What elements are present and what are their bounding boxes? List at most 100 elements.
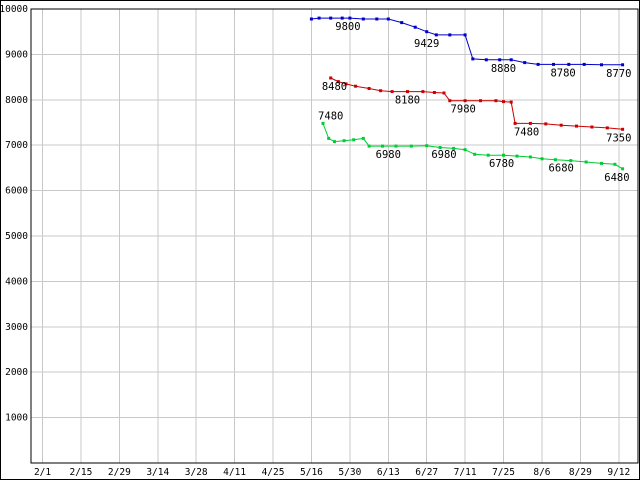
price-line-middle-marker <box>448 99 452 103</box>
price-line-bottom-marker <box>394 144 398 148</box>
x-axis-tick-label: 8/29 <box>569 467 592 478</box>
x-axis-tick-label: 3/28 <box>185 467 208 478</box>
price-line-middle-marker <box>621 127 625 131</box>
price-line-bottom-marker <box>438 146 442 149</box>
price-line-bottom-value-label: 6680 <box>549 163 574 175</box>
y-axis-tick-label: 6000 <box>5 186 28 197</box>
x-axis-tick-label: 4/25 <box>262 467 285 478</box>
x-axis-tick-label: 9/12 <box>607 467 630 478</box>
price-line-top-marker <box>340 16 344 20</box>
x-axis-tick-label: 5/16 <box>300 467 323 478</box>
price-line-bottom-marker <box>327 136 331 140</box>
x-axis-tick-label: 2/29 <box>108 467 131 478</box>
price-line-bottom-marker <box>352 138 356 142</box>
price-line-top-marker <box>309 17 313 21</box>
price-line-top-marker <box>509 58 513 62</box>
price-line-bottom <box>322 123 623 170</box>
price-line-middle-marker <box>494 99 498 103</box>
x-axis-tick-label: 6/27 <box>415 467 438 478</box>
price-line-top-marker <box>471 57 475 61</box>
y-axis-tick-label: 1000 <box>5 413 28 424</box>
price-line-bottom-marker <box>502 153 505 157</box>
y-axis-tick-label: 9000 <box>5 49 28 60</box>
price-line-bottom-marker <box>381 144 384 148</box>
x-axis-tick-label: 4/11 <box>223 467 246 478</box>
price-line-middle-marker <box>354 84 358 88</box>
price-line-top-marker <box>425 30 429 34</box>
price-line-middle-marker <box>463 99 467 103</box>
price-line-bottom-marker <box>600 161 603 165</box>
price-line-top-marker <box>523 61 527 65</box>
price-line-top-marker <box>329 16 333 20</box>
price-line-top-marker <box>448 33 452 37</box>
price-line-bottom-marker <box>569 159 573 163</box>
price-line-middle-marker <box>605 126 609 130</box>
price-line-middle-marker <box>442 91 446 95</box>
price-line-top-value-label: 8780 <box>550 67 575 79</box>
price-line-bottom-marker <box>613 162 617 166</box>
price-line-middle-marker <box>590 125 594 129</box>
price-line-middle-marker <box>479 99 482 103</box>
price-line-top-marker <box>361 17 365 21</box>
price-line-middle-marker <box>544 122 548 126</box>
price-line-bottom-marker <box>342 139 346 143</box>
price-line-bottom-value-label: 6980 <box>376 149 401 161</box>
price-line-bottom-marker <box>333 140 336 144</box>
price-line-bottom-marker <box>528 155 532 159</box>
price-line-bottom-marker <box>621 167 625 171</box>
price-line-bottom-marker <box>321 121 325 125</box>
price-line-bottom-marker <box>409 144 413 148</box>
price-line-bottom-marker <box>515 154 519 158</box>
price-line-middle-marker <box>421 90 425 94</box>
price-line-middle-marker <box>329 76 333 80</box>
x-axis-tick-label: 8/6 <box>533 467 550 478</box>
price-line-middle-marker <box>432 91 436 94</box>
y-axis-tick-label: 10000 <box>1 4 28 15</box>
price-line-middle-marker <box>390 90 394 94</box>
x-axis-tick-label: 7/25 <box>492 467 515 478</box>
price-line-top-marker <box>375 17 379 21</box>
price-line-top-value-label: 8880 <box>491 63 516 75</box>
x-axis-tick-label: 3/14 <box>146 467 169 478</box>
y-axis-tick-label: 2000 <box>5 367 28 378</box>
y-axis-tick-label: 7000 <box>5 140 28 151</box>
price-line-middle-value-label: 8480 <box>322 81 347 93</box>
price-line-bottom-marker <box>584 160 588 164</box>
price-line-middle-marker <box>379 89 383 93</box>
price-line-bottom-value-label: 6480 <box>604 172 629 184</box>
x-axis-tick-label: 2/15 <box>69 467 92 478</box>
price-line-top-marker <box>434 33 438 37</box>
price-line-middle-value-label: 7980 <box>451 104 476 116</box>
price-line-bottom-marker <box>486 153 490 157</box>
price-line-middle <box>330 77 623 130</box>
price-line-bottom-marker <box>553 158 557 162</box>
price-line-middle-value-label: 7480 <box>514 126 539 138</box>
price-line-bottom-marker <box>463 148 467 152</box>
price-line-top-marker <box>621 63 625 67</box>
price-line-top-marker <box>552 62 555 66</box>
price-line-bottom-marker <box>452 146 456 150</box>
price-line-middle-marker <box>502 100 505 104</box>
price-line-bottom-value-label: 7480 <box>318 110 343 122</box>
price-line-middle-value-label: 8180 <box>395 95 420 107</box>
price-line-middle-marker <box>344 82 348 86</box>
y-axis-tick-label: 8000 <box>5 95 28 106</box>
x-axis-tick-label: 5/30 <box>338 467 361 478</box>
price-line-top-marker <box>536 62 540 66</box>
price-line-top-marker <box>348 16 352 20</box>
price-line-bottom-marker <box>473 152 477 156</box>
price-line-bottom-marker <box>367 144 371 148</box>
price-line-bottom-marker <box>361 136 365 140</box>
x-axis-tick-label: 2/1 <box>34 467 51 478</box>
price-line-middle-marker <box>336 80 340 84</box>
x-axis-tick-label: 7/11 <box>454 467 477 478</box>
price-line-middle-value-label: 7350 <box>606 132 631 144</box>
price-line-middle-marker <box>575 124 578 128</box>
price-line-top-marker <box>463 33 467 37</box>
price-line-top-marker <box>386 17 390 21</box>
price-line-middle-marker <box>367 87 371 90</box>
price-line-top-marker <box>567 62 571 66</box>
price-line-top-marker <box>413 25 417 29</box>
